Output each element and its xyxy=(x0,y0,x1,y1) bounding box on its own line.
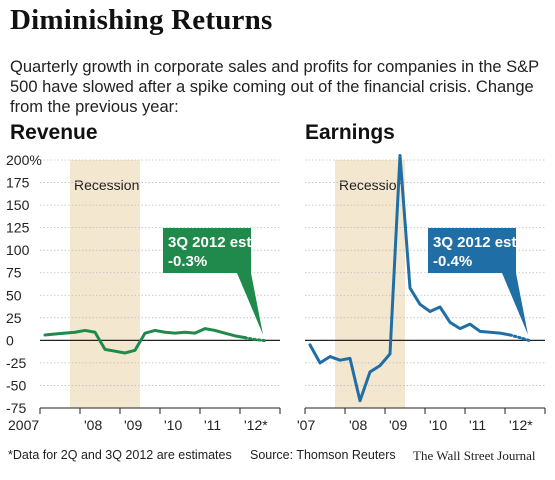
revenue-recession-label: Recession xyxy=(74,177,139,193)
earnings-x-tick-label: '09 xyxy=(389,417,407,433)
earnings-callout-value: -0.4% xyxy=(433,253,472,270)
earnings-recession-label: Recession xyxy=(339,177,404,193)
y-tick-label: -50 xyxy=(6,377,26,393)
revenue-callout-value: -0.3% xyxy=(168,253,207,270)
y-tick-label: 100 xyxy=(6,242,30,258)
earnings-x-tick-label: '11 xyxy=(469,417,486,433)
chart-subtitle: Quarterly growth in corporate sales and … xyxy=(10,58,539,116)
y-tick-label: -25 xyxy=(6,355,26,371)
y-tick-label: 125 xyxy=(6,220,30,236)
chart-title: Diminishing Returns xyxy=(10,4,273,36)
revenue-x-tick-label: '11 xyxy=(204,417,221,433)
y-tick-label: 50 xyxy=(6,287,22,303)
revenue-estimate-line xyxy=(243,336,267,343)
revenue-callout-box xyxy=(163,228,251,273)
y-tick-label: 75 xyxy=(6,265,22,281)
earnings-x-tick-label: '07 xyxy=(297,417,315,433)
earnings-callout-box xyxy=(428,228,516,273)
revenue-recession-band xyxy=(70,160,140,408)
revenue-series-line xyxy=(43,327,247,355)
revenue-callout-pointer xyxy=(237,273,263,335)
revenue-x-tick-label: '08 xyxy=(84,417,102,433)
earnings-series-line xyxy=(308,153,512,403)
earnings-x-tick-label: '10 xyxy=(429,417,447,433)
source-note: Source: Thomson Reuters xyxy=(250,448,396,462)
earnings-callout-label: 3Q 2012 est.: xyxy=(433,234,526,251)
y-tick-label: 0 xyxy=(6,332,14,348)
revenue-x-tick-label: 2007 xyxy=(8,417,39,433)
y-tick-label: 150 xyxy=(6,197,30,213)
earnings-panel-title: Earnings xyxy=(305,121,395,144)
publisher-credit: The Wall Street Journal xyxy=(413,448,536,463)
y-tick-label: 25 xyxy=(6,310,22,326)
estimate-footnote: *Data for 2Q and 3Q 2012 are estimates xyxy=(8,448,232,462)
earnings-x-tick-label: '08 xyxy=(349,417,367,433)
y-tick-label: 200% xyxy=(6,152,42,168)
earnings-x-tick-label: '12* xyxy=(509,417,533,433)
y-tick-label: 175 xyxy=(6,175,30,191)
revenue-panel-title: Revenue xyxy=(10,121,98,144)
earnings-callout-pointer xyxy=(502,273,528,335)
revenue-x-tick-label: '10 xyxy=(164,417,182,433)
revenue-x-tick-label: '09 xyxy=(124,417,142,433)
y-tick-label: -75 xyxy=(6,400,26,416)
revenue-callout-label: 3Q 2012 est.: xyxy=(168,234,261,251)
earnings-estimate-line xyxy=(508,333,532,343)
revenue-x-tick-label: '12* xyxy=(244,417,268,433)
